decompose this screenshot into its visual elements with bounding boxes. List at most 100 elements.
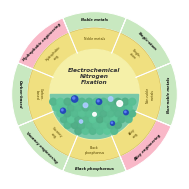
Wedge shape: [63, 12, 126, 33]
Circle shape: [100, 110, 107, 117]
Polygon shape: [50, 94, 139, 139]
Circle shape: [125, 104, 132, 111]
Circle shape: [50, 98, 57, 105]
Circle shape: [96, 128, 103, 134]
Circle shape: [89, 116, 96, 123]
Circle shape: [118, 116, 125, 123]
Circle shape: [60, 108, 66, 113]
Circle shape: [97, 100, 99, 102]
Text: Black phosphorous: Black phosphorous: [75, 167, 114, 171]
Text: Single-
atom: Single- atom: [127, 48, 141, 62]
Circle shape: [108, 97, 113, 101]
Circle shape: [64, 98, 71, 105]
Circle shape: [75, 116, 82, 123]
Circle shape: [111, 122, 113, 123]
Circle shape: [124, 110, 128, 115]
Circle shape: [118, 104, 125, 111]
Circle shape: [107, 110, 114, 117]
Text: Black
phosphorous: Black phosphorous: [84, 146, 105, 155]
Circle shape: [78, 98, 85, 105]
Circle shape: [71, 98, 78, 105]
Circle shape: [100, 98, 107, 105]
Text: Vacancy
eng.: Vacancy eng.: [47, 126, 63, 142]
Wedge shape: [112, 33, 156, 77]
Circle shape: [82, 104, 89, 111]
Circle shape: [93, 110, 100, 117]
Circle shape: [71, 122, 78, 129]
Wedge shape: [18, 120, 69, 171]
Circle shape: [71, 110, 78, 117]
Circle shape: [72, 96, 78, 102]
Circle shape: [61, 109, 63, 111]
Text: Carbon-
based: Carbon- based: [34, 88, 43, 101]
Wedge shape: [136, 69, 161, 120]
Circle shape: [68, 116, 74, 123]
Wedge shape: [18, 18, 69, 69]
Circle shape: [122, 98, 129, 105]
Circle shape: [50, 50, 139, 139]
Circle shape: [96, 116, 103, 123]
Text: Alloy
eng.: Alloy eng.: [128, 128, 140, 140]
Circle shape: [115, 98, 121, 105]
Circle shape: [93, 98, 100, 105]
Circle shape: [111, 116, 118, 123]
Circle shape: [60, 116, 67, 123]
Wedge shape: [120, 120, 171, 171]
Circle shape: [104, 128, 111, 134]
Circle shape: [83, 103, 88, 108]
Circle shape: [64, 122, 71, 129]
Circle shape: [89, 128, 96, 134]
Wedge shape: [33, 112, 77, 156]
Circle shape: [117, 101, 123, 106]
Text: Alloy engineering: Alloy engineering: [133, 133, 162, 162]
Circle shape: [100, 122, 107, 129]
Text: Non-noble metals: Non-noble metals: [167, 76, 171, 113]
Circle shape: [111, 128, 118, 134]
Circle shape: [60, 104, 67, 111]
Text: Hydrophobic engineering: Hydrophobic engineering: [22, 22, 62, 62]
Wedge shape: [120, 18, 171, 69]
Circle shape: [57, 98, 64, 105]
Text: Electrochemical
Nitrogen
Fixation: Electrochemical Nitrogen Fixation: [68, 68, 121, 85]
Text: Vacancy engineering: Vacancy engineering: [25, 131, 58, 164]
Circle shape: [111, 104, 118, 111]
Text: Noble metals: Noble metals: [81, 18, 108, 22]
Circle shape: [107, 122, 114, 129]
Circle shape: [75, 128, 82, 134]
Circle shape: [86, 110, 93, 117]
Wedge shape: [33, 33, 77, 77]
Circle shape: [93, 122, 100, 129]
Circle shape: [78, 110, 85, 117]
Circle shape: [57, 110, 64, 117]
Circle shape: [96, 99, 102, 104]
Text: Single-atom: Single-atom: [137, 32, 157, 52]
Circle shape: [78, 122, 85, 129]
Circle shape: [125, 111, 126, 113]
Circle shape: [86, 122, 93, 129]
Circle shape: [75, 104, 82, 111]
Text: Carbon-based: Carbon-based: [18, 80, 22, 109]
Circle shape: [96, 104, 103, 111]
Circle shape: [86, 98, 93, 105]
Circle shape: [115, 110, 121, 117]
Text: Noble metals: Noble metals: [84, 37, 105, 41]
Circle shape: [82, 128, 89, 134]
Circle shape: [64, 110, 71, 117]
Circle shape: [68, 104, 74, 111]
Circle shape: [107, 98, 114, 105]
Text: Non-noble
metals: Non-noble metals: [146, 86, 155, 103]
Circle shape: [93, 112, 96, 116]
Circle shape: [73, 97, 75, 99]
Circle shape: [82, 116, 89, 123]
Circle shape: [104, 116, 111, 123]
Wedge shape: [112, 112, 156, 156]
Circle shape: [53, 104, 60, 111]
Circle shape: [104, 104, 111, 111]
Wedge shape: [69, 28, 120, 53]
Text: Hydrophobic
eng.: Hydrophobic eng.: [45, 45, 65, 65]
Circle shape: [129, 110, 136, 117]
Circle shape: [111, 121, 115, 125]
Circle shape: [115, 122, 121, 129]
Wedge shape: [156, 63, 177, 126]
Circle shape: [79, 120, 83, 123]
